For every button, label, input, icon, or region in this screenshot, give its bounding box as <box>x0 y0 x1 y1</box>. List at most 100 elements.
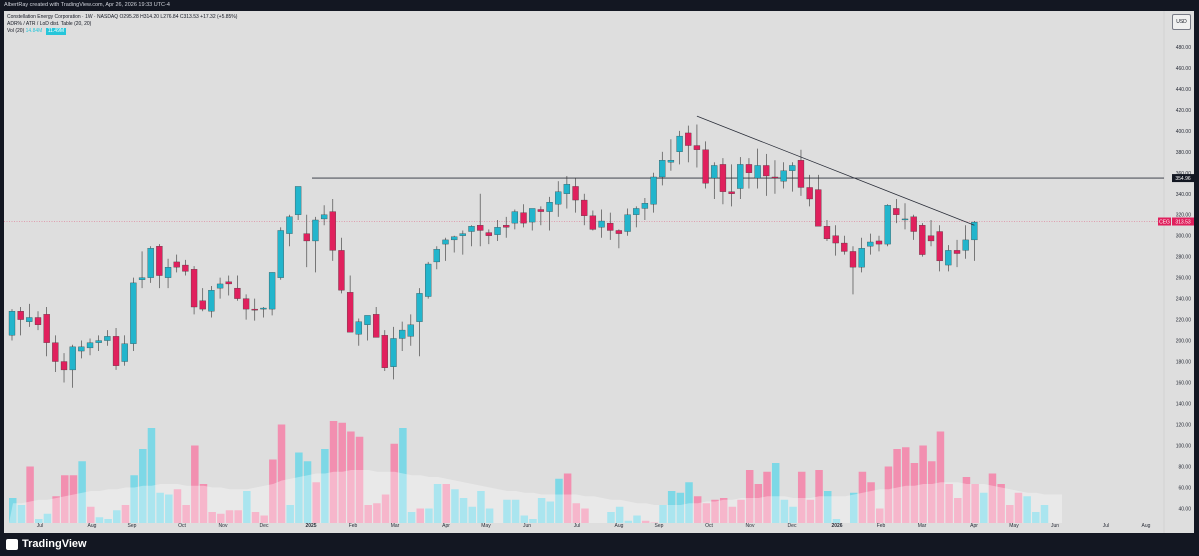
candle-body <box>312 219 319 242</box>
price-tick-label: 480.00 <box>1176 45 1192 51</box>
volume-bar <box>867 482 875 523</box>
candle-body <box>823 226 831 240</box>
candle-body <box>372 314 380 338</box>
candle-body <box>346 292 354 333</box>
volume-bar <box>546 501 555 523</box>
volume-bar <box>69 475 78 523</box>
volume-bar <box>520 515 529 523</box>
time-tick-label: Dec <box>260 523 269 529</box>
time-tick-label: Apr <box>442 523 450 529</box>
volume-bar <box>1014 492 1023 523</box>
chart-frame[interactable]: 40.00 60.00 80.00 100.00 120.00 140.00 160.00 1… <box>4 11 1194 533</box>
price-tick-label: 300.00 <box>1176 234 1192 240</box>
candle-body <box>485 232 493 236</box>
volume-bar <box>433 484 442 523</box>
candle-body <box>138 277 146 280</box>
price-chart[interactable]: 40.00 60.00 80.00 100.00 120.00 140.00 160.00 1… <box>4 11 1194 533</box>
price-tick-label: 120.00 <box>1176 422 1192 428</box>
volume-bar <box>797 471 806 523</box>
candle-body <box>815 189 822 227</box>
currency-button[interactable]: USD <box>1172 14 1191 30</box>
candle-body <box>511 211 519 224</box>
candle-body <box>355 321 362 335</box>
candle-body <box>468 226 475 232</box>
volume-bar <box>789 506 797 523</box>
volume-value: 14.84M <box>25 28 43 34</box>
candle-body <box>529 208 536 223</box>
level-badge <box>1172 174 1194 183</box>
time-tick-label: Jul <box>37 523 43 529</box>
volume-bar <box>954 498 962 523</box>
price-tick-label: 240.00 <box>1176 297 1192 303</box>
candle-body <box>69 346 76 371</box>
volume-bar <box>529 519 537 523</box>
volume-bar <box>667 491 676 523</box>
last-price-badge-text: 313.53 <box>1175 220 1191 226</box>
price-tick-label: 400.00 <box>1176 129 1192 135</box>
price-tick-label: 320.00 <box>1176 213 1192 219</box>
candle-body <box>78 346 85 352</box>
volume-bar <box>165 494 173 523</box>
candle-body <box>607 222 614 231</box>
candle-body <box>572 186 579 201</box>
volume-bar <box>1023 496 1031 523</box>
volume-bar <box>711 499 719 523</box>
candle-body <box>858 248 865 268</box>
time-tick-label: 2026 <box>831 523 842 529</box>
volume-bar <box>607 512 615 523</box>
candle-body <box>407 324 414 337</box>
top-credit-bar: AlbertRay created with TradingView.com, … <box>0 0 1199 11</box>
volume-bar <box>876 508 884 523</box>
volume-bar <box>442 484 450 523</box>
price-tick-label: 40.00 <box>1178 506 1191 512</box>
tradingview-logo-icon <box>6 539 18 550</box>
candle-body <box>173 261 180 268</box>
candle-body <box>693 145 701 150</box>
volume-bar <box>451 489 459 523</box>
volume-ma-value: 11.49M <box>45 28 67 35</box>
candle-body <box>251 308 258 311</box>
candle-body <box>919 225 926 255</box>
price-tick-label: 260.00 <box>1176 276 1192 282</box>
volume-bar <box>971 484 979 523</box>
volume-bar <box>121 505 130 523</box>
time-tick-label: Aug <box>1142 523 1151 529</box>
volume-bar <box>295 452 303 523</box>
candle-body <box>971 221 978 241</box>
time-tick-label: May <box>1009 523 1019 529</box>
price-tick-label: 80.00 <box>1178 464 1191 470</box>
volume-bar <box>312 482 320 523</box>
candle-body <box>546 202 553 212</box>
volume-bar <box>754 484 763 523</box>
volume-bar <box>9 498 17 523</box>
candle-body <box>104 336 111 341</box>
candle-body <box>737 164 744 189</box>
time-tick-label: Oct <box>178 523 186 529</box>
candle-body <box>95 340 102 343</box>
candle-body <box>893 208 900 215</box>
price-tick-label: 160.00 <box>1176 381 1192 387</box>
price-tick-label: 280.00 <box>1176 255 1192 261</box>
volume-bar <box>928 461 936 523</box>
candle-body <box>867 241 874 247</box>
candle-body <box>199 300 206 310</box>
candle-body <box>589 215 597 230</box>
volume-bar <box>1040 505 1049 523</box>
time-tick-label: Mar <box>918 523 927 529</box>
candle-body <box>581 199 588 216</box>
candle-body <box>112 336 120 366</box>
volume-bar <box>199 484 208 523</box>
volume-bar <box>650 522 659 523</box>
time-tick-label: Jun <box>523 523 531 529</box>
volume-bar <box>416 508 424 523</box>
candle-body <box>208 290 215 312</box>
candle-body <box>17 311 24 320</box>
candle-body <box>763 165 770 177</box>
candle-body <box>841 242 848 252</box>
volume-bar <box>147 428 156 523</box>
volume-bar <box>208 512 216 523</box>
price-tick-label: 460.00 <box>1176 66 1192 72</box>
candle-body <box>667 160 675 163</box>
candle-body <box>225 281 232 285</box>
volume-bar <box>78 461 86 523</box>
